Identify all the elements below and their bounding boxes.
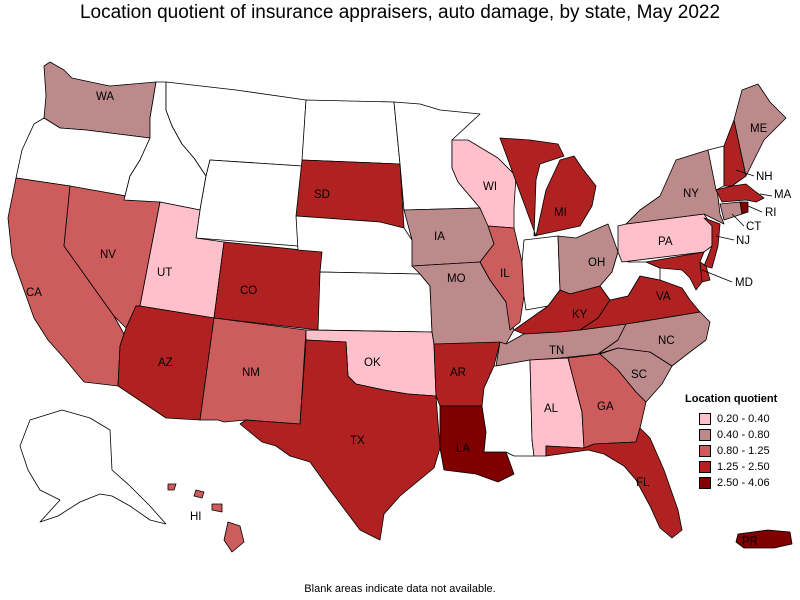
state-NM[interactable] [199,317,307,425]
state-ME[interactable] [733,83,787,177]
leader-nj [715,235,735,241]
legend-title: Location quotient [685,393,778,405]
legend-item: 0.80 - 1.25 [685,443,777,458]
legend-label: 0.80 - 1.25 [717,444,770,457]
state-label-tx: TX [350,435,365,447]
state-IA[interactable] [403,207,495,267]
state-MD[interactable] [645,251,705,291]
state-CT[interactable] [719,201,743,221]
leader-ma [759,193,773,197]
state-label-ga: GA [597,401,614,413]
state-FL[interactable] [545,427,683,539]
state-label-nh: NH [756,171,773,183]
state-KS[interactable] [317,271,433,333]
state-label-me: ME [750,123,768,135]
legend-label: 0.20 - 0.40 [717,412,770,425]
state-label-nj: NJ [736,235,750,247]
legend-swatch [699,412,711,425]
leader-nh [735,169,755,177]
state-label-ky: KY [572,309,588,321]
state-NH[interactable] [723,119,747,187]
state-MS[interactable] [481,359,535,457]
state-WY[interactable] [195,159,303,247]
legend: Location quotient 0.20 - 0.40 0.40 - 0.80… [685,393,777,491]
state-label-ia: IA [434,231,445,243]
state-label-wi: WI [483,181,497,193]
leader-md [701,269,733,283]
state-label-mo: MO [447,273,466,285]
state-IL[interactable] [479,225,525,331]
state-label-ma: MA [774,189,792,201]
state-label-hi: HI [190,511,202,523]
state-label-nv: NV [100,249,116,261]
legend-item: 0.20 - 0.40 [685,411,777,426]
legend-swatch [699,460,711,473]
legend-label: 1.25 - 2.50 [717,460,770,473]
state-label-nc: NC [658,335,675,347]
legend-item: 2.50 - 4.06 [685,475,777,490]
state-label-ut: UT [157,267,172,279]
state-label-ca: CA [26,287,42,299]
state-label-la: LA [456,443,470,455]
footnote: Blank areas indicate data not available. [304,583,496,595]
state-NJ[interactable] [703,217,721,269]
state-label-sc: SC [631,369,647,381]
state-AK[interactable] [19,409,167,525]
state-label-az: AZ [158,357,173,369]
state-CO[interactable] [213,241,323,331]
state-label-ct: CT [746,221,761,233]
state-label-pr: PR [742,536,758,548]
state-label-pa: PA [658,236,673,248]
state-ND[interactable] [301,99,401,165]
state-label-fl: FL [636,477,650,489]
state-NY[interactable] [625,149,725,225]
state-RI[interactable] [739,201,749,215]
state-MI[interactable] [499,137,597,237]
state-label-ri: RI [765,207,777,219]
page-title: Location quotient of insurance appraiser… [79,2,721,23]
legend-item: 1.25 - 2.50 [685,459,777,474]
state-NC[interactable] [597,311,711,367]
leader-ct [731,213,745,227]
legend-swatch [699,476,711,489]
state-label-va: VA [656,291,671,303]
state-label-tn: TN [549,345,564,357]
state-label-md: MD [735,277,753,289]
state-HI[interactable] [167,483,245,553]
legend-item: 0.40 - 0.80 [685,427,777,442]
leader-ri [747,205,763,213]
state-label-il: IL [500,268,510,280]
state-label-co: CO [240,285,257,297]
legend-label: 0.40 - 0.80 [717,428,770,441]
state-TX[interactable] [239,339,441,541]
state-label-nm: NM [242,367,260,379]
state-label-mi: MI [554,207,567,219]
state-label-ny: NY [683,188,699,200]
legend-label: 2.50 - 4.06 [717,476,770,489]
state-label-sd: SD [314,189,330,201]
state-label-al: AL [544,403,559,415]
state-MA[interactable] [715,183,765,203]
state-label-wa: WA [96,91,114,103]
state-label-oh: OH [588,257,605,269]
state-PR[interactable] [735,529,793,549]
state-label-ar: AR [450,367,466,379]
state-label-ok: OK [364,357,381,369]
legend-swatch [699,428,711,441]
legend-swatch [699,444,711,457]
